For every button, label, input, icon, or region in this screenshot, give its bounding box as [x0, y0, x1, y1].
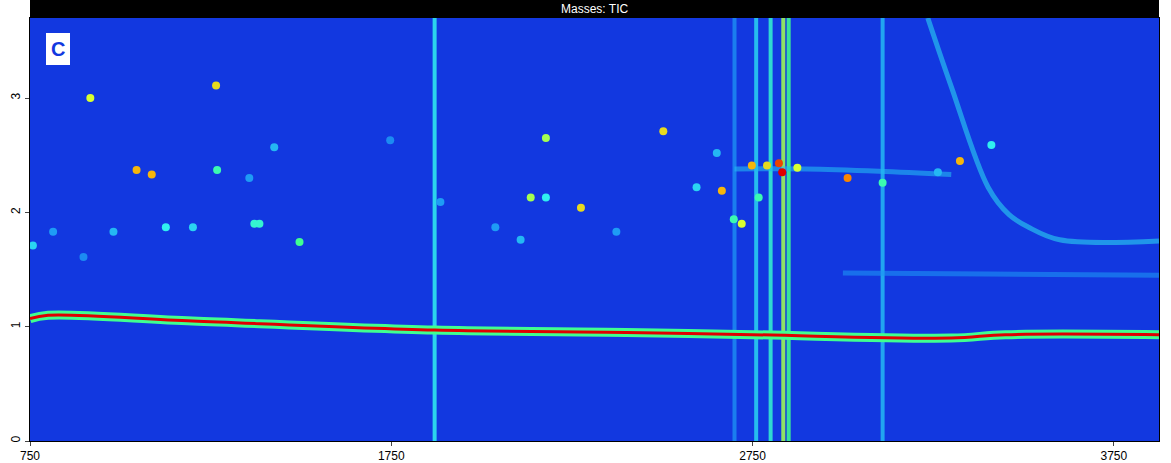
- svg-text:3: 3: [9, 93, 23, 100]
- svg-text:C: C: [51, 38, 65, 60]
- svg-text:3750: 3750: [1100, 449, 1127, 463]
- svg-text:750: 750: [20, 449, 40, 463]
- svg-text:1750: 1750: [378, 449, 405, 463]
- svg-text:0: 0: [9, 436, 23, 443]
- svg-text:2: 2: [9, 207, 23, 214]
- svg-text:1: 1: [9, 321, 23, 328]
- svg-text:2750: 2750: [739, 449, 766, 463]
- svg-text:Masses: TIC: Masses: TIC: [561, 2, 628, 16]
